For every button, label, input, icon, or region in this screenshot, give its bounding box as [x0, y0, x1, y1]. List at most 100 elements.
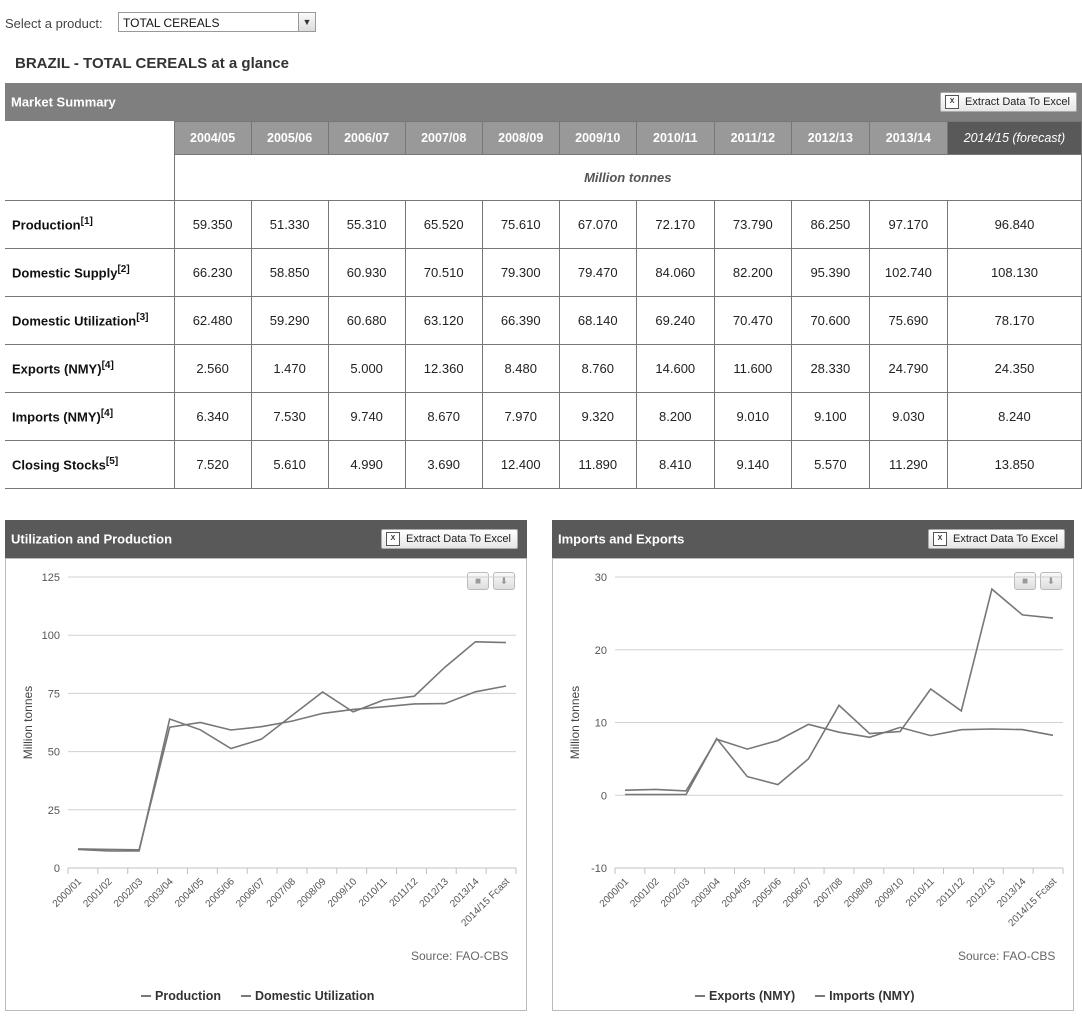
year-header: 2013/14 — [868, 121, 948, 155]
value-cell: 66.390 — [481, 296, 560, 345]
chevron-down-icon[interactable]: ▼ — [298, 13, 315, 31]
value-cell: 5.000 — [327, 344, 406, 393]
value-cell: 60.680 — [327, 296, 406, 345]
year-header: 2007/08 — [404, 121, 483, 155]
extract-excel-label: Extract Data To Excel — [965, 96, 1070, 108]
value-cell: 73.790 — [713, 200, 792, 249]
value-cell: 72.170 — [635, 200, 715, 249]
footnote-ref[interactable]: [1] — [80, 216, 93, 228]
legend-item[interactable]: Domestic Utilization — [240, 989, 374, 1003]
value-cell: 70.600 — [790, 296, 870, 345]
forecast-year-header: 2014/15 (forecast) — [946, 121, 1082, 155]
table-row: Domestic Utilization[3] 62.480 59.290 60.68… — [5, 296, 1082, 345]
x-tick-label: 2007/08 — [265, 876, 299, 910]
chart-title: Imports and Exports — [558, 531, 685, 547]
x-tick-label: 2004/05 — [173, 876, 207, 910]
extract-excel-button[interactable]: X Extract Data To Excel — [928, 529, 1065, 549]
extract-excel-label: Extract Data To Excel — [406, 533, 511, 545]
value-cell: 9.740 — [327, 392, 406, 441]
row-label: Domestic Supply — [12, 265, 118, 281]
value-cell: 78.170 — [946, 296, 1082, 345]
chart-legend: Exports (NMY) Imports (NMY) — [695, 989, 915, 1003]
year-header: 2006/07 — [327, 121, 406, 155]
value-cell: 59.350 — [173, 200, 252, 249]
table-row: Domestic Supply[2] 66.230 58.850 60.930 70.5… — [5, 248, 1082, 297]
year-header: 2010/11 — [635, 121, 715, 155]
x-tick-label: 2012/13 — [965, 876, 999, 910]
excel-icon: X — [933, 532, 947, 546]
series-line-1[interactable] — [77, 640, 507, 852]
product-select-label: Select a product: — [5, 15, 103, 31]
year-header: 2009/10 — [558, 121, 637, 155]
value-cell: 97.170 — [868, 200, 948, 249]
value-cell: 6.340 — [173, 392, 252, 441]
legend-item[interactable]: Exports (NMY) — [695, 989, 795, 1003]
y-tick-label: 50 — [48, 747, 60, 759]
value-cell: 69.240 — [635, 296, 715, 345]
value-cell: 59.290 — [250, 296, 329, 345]
legend-item[interactable]: Production — [141, 989, 221, 1003]
value-cell: 55.310 — [327, 200, 406, 249]
value-cell: 108.130 — [946, 248, 1082, 297]
legend-swatch — [695, 995, 705, 997]
x-tick-label: 2008/09 — [295, 876, 329, 910]
y-tick-label: 0 — [601, 790, 607, 802]
legend-label: Exports (NMY) — [709, 989, 796, 1003]
extract-excel-button[interactable]: X Extract Data To Excel — [381, 529, 518, 549]
year-header: 2011/12 — [713, 121, 792, 155]
value-cell: 11.890 — [558, 440, 637, 489]
footnote-ref[interactable]: [4] — [101, 360, 114, 372]
row-label: Production — [12, 217, 81, 233]
row-label-cell: Domestic Utilization[3] — [5, 296, 175, 345]
series-line-2[interactable] — [77, 685, 507, 851]
imports-exports-header: Imports and Exports X Extract Data To Ex… — [552, 520, 1074, 558]
value-cell: 65.520 — [404, 200, 483, 249]
footnote-ref[interactable]: [2] — [117, 264, 130, 276]
year-header: 2004/05 — [173, 121, 252, 155]
value-cell: 11.290 — [868, 440, 948, 489]
chart-title: Utilization and Production — [11, 531, 173, 547]
imports-exports-chart: ■ ⬇ Source: FAO-CBS Exports (NMY) Import… — [552, 558, 1074, 1011]
value-cell: 79.300 — [481, 248, 560, 297]
value-cell: 9.140 — [713, 440, 792, 489]
table-corner — [5, 121, 175, 201]
table-row: Imports (NMY)[4] 6.340 7.530 9.740 8.670 7.97… — [5, 392, 1082, 441]
year-header: 2008/09 — [481, 121, 560, 155]
chart-legend: Production Domestic Utilization — [141, 989, 374, 1003]
x-tick-label: 2001/02 — [81, 876, 115, 910]
value-cell: 9.030 — [868, 392, 948, 441]
excel-icon: X — [945, 95, 960, 109]
x-tick-label: 2002/03 — [112, 876, 146, 910]
legend-swatch — [141, 995, 151, 997]
value-cell: 102.740 — [868, 248, 948, 297]
value-cell: 70.510 — [404, 248, 483, 297]
year-header: 2012/13 — [790, 121, 870, 155]
y-tick-label: 125 — [42, 572, 60, 584]
extract-excel-button[interactable]: X Extract Data To Excel — [940, 92, 1077, 112]
chart-source: Source: FAO-CBS — [411, 949, 509, 963]
table-row: Exports (NMY)[4] 2.560 1.470 5.000 12.360 8.4… — [5, 344, 1082, 393]
value-cell: 66.230 — [173, 248, 252, 297]
product-select[interactable]: TOTAL CEREALS ▼ — [118, 12, 316, 32]
x-tick-label: 2004/05 — [720, 876, 754, 910]
row-label-cell: Imports (NMY)[4] — [5, 392, 175, 441]
x-tick-label: 2003/04 — [142, 876, 176, 910]
value-cell: 84.060 — [635, 248, 715, 297]
series-line-1[interactable] — [625, 587, 1054, 796]
x-tick-label: 2006/07 — [234, 876, 268, 910]
value-cell: 13.850 — [946, 440, 1082, 489]
footnote-ref[interactable]: [5] — [105, 456, 119, 468]
y-tick-label: 100 — [42, 630, 60, 642]
value-cell: 1.470 — [250, 344, 329, 393]
row-label-cell: Closing Stocks[5] — [5, 440, 175, 489]
footnote-ref[interactable]: [4] — [100, 408, 114, 420]
market-summary-header: Market Summary X Extract Data To Excel — [5, 83, 1082, 121]
legend-item[interactable]: Imports (NMY) — [815, 989, 915, 1003]
x-tick-label: 2005/06 — [751, 876, 785, 910]
series-line-2[interactable] — [624, 723, 1054, 792]
x-tick-label: 2010/11 — [904, 876, 937, 909]
footnote-ref[interactable]: [3] — [136, 312, 149, 324]
x-tick-label: 2002/03 — [659, 876, 693, 910]
value-cell: 60.930 — [327, 248, 406, 297]
value-cell: 82.200 — [713, 248, 792, 297]
